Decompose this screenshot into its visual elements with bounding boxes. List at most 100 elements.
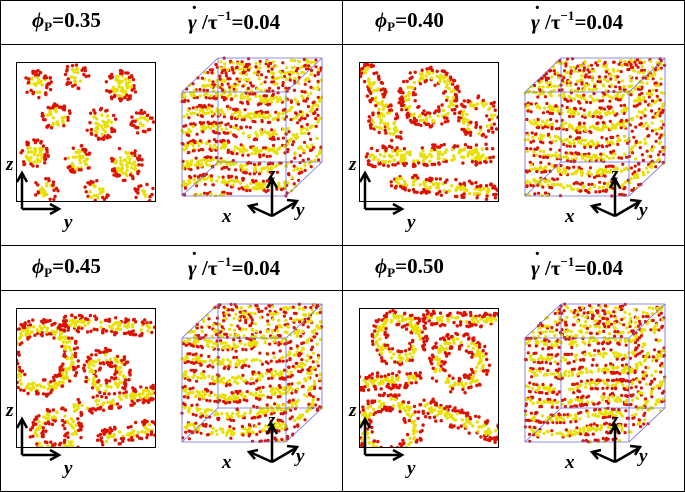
- bead: [138, 111, 142, 115]
- bead: [306, 371, 310, 375]
- bead: [125, 173, 129, 178]
- bead: [241, 131, 246, 135]
- bead: [272, 117, 276, 121]
- bead: [207, 83, 211, 87]
- bead: [191, 125, 195, 129]
- bead: [98, 191, 103, 196]
- bead: [244, 72, 249, 77]
- bead: [633, 143, 637, 147]
- bead: [207, 139, 211, 143]
- bead: [529, 183, 533, 187]
- bead: [215, 344, 220, 348]
- bead: [77, 428, 81, 433]
- bead: [462, 147, 467, 151]
- bead: [192, 88, 196, 92]
- bead: [48, 106, 53, 110]
- bead: [37, 419, 41, 424]
- bead: [104, 109, 108, 113]
- bead: [256, 87, 260, 91]
- bead: [115, 354, 120, 359]
- bead: [203, 105, 207, 109]
- bead: [146, 428, 151, 432]
- bead: [552, 182, 556, 186]
- bead: [636, 65, 640, 69]
- bead: [43, 161, 47, 165]
- bead: [466, 131, 470, 135]
- bead: [113, 381, 118, 385]
- bead: [582, 184, 586, 188]
- bead: [113, 117, 118, 121]
- bead: [84, 74, 88, 79]
- bead: [31, 420, 35, 425]
- bead: [198, 139, 202, 143]
- bead: [191, 149, 195, 153]
- bead: [374, 71, 379, 75]
- bead: [598, 190, 602, 194]
- bead: [387, 108, 392, 112]
- bead: [461, 185, 465, 189]
- bead: [73, 315, 78, 320]
- bead: [659, 111, 663, 115]
- bead: [467, 179, 472, 183]
- bead: [564, 138, 568, 142]
- bead: [73, 76, 77, 80]
- bead: [35, 328, 39, 332]
- bead: [194, 156, 198, 160]
- bead: [529, 85, 533, 89]
- bead: [139, 328, 143, 332]
- bead: [363, 71, 368, 75]
- bead: [601, 152, 605, 156]
- bead: [619, 119, 623, 123]
- bead: [440, 122, 444, 126]
- bead: [382, 122, 387, 126]
- bead: [236, 127, 241, 132]
- bead: [317, 158, 321, 162]
- bead: [397, 101, 401, 105]
- bead: [635, 114, 639, 119]
- box-edge: [524, 161, 562, 197]
- bead: [388, 131, 392, 136]
- bead: [620, 109, 624, 113]
- bead: [242, 177, 246, 181]
- bead: [105, 360, 110, 365]
- bead: [214, 140, 218, 144]
- bead: [287, 382, 291, 386]
- bead: [658, 114, 662, 118]
- bead: [44, 92, 48, 97]
- bead: [84, 190, 89, 194]
- bead: [265, 371, 269, 375]
- bead: [310, 68, 314, 72]
- bead: [274, 64, 278, 68]
- bead: [254, 187, 258, 191]
- bead: [260, 184, 264, 188]
- bead: [365, 152, 370, 156]
- bead: [481, 98, 485, 103]
- bead: [484, 142, 488, 146]
- bead: [214, 121, 219, 125]
- bead: [623, 106, 627, 110]
- bead: [229, 125, 233, 129]
- bead: [66, 118, 70, 122]
- bead: [263, 341, 267, 345]
- bead: [607, 164, 611, 168]
- bead: [566, 71, 571, 75]
- bead: [223, 66, 227, 70]
- bead: [229, 192, 233, 196]
- bead: [211, 157, 215, 161]
- bead: [65, 376, 70, 380]
- bead: [661, 102, 665, 106]
- bead: [52, 188, 56, 192]
- bead: [426, 71, 431, 75]
- bead: [492, 122, 496, 126]
- bead: [658, 98, 662, 102]
- bead: [299, 167, 303, 171]
- bead: [538, 149, 542, 153]
- bead: [489, 101, 493, 106]
- bead: [134, 420, 138, 425]
- bead: [562, 76, 566, 80]
- bead: [85, 359, 89, 364]
- bead: [402, 179, 407, 184]
- bead: [287, 388, 291, 392]
- bead: [41, 144, 46, 148]
- bead: [560, 61, 565, 65]
